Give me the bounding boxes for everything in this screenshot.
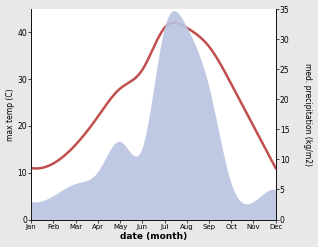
Y-axis label: max temp (C): max temp (C) [5, 88, 15, 141]
Y-axis label: med. precipitation (kg/m2): med. precipitation (kg/m2) [303, 63, 313, 166]
X-axis label: date (month): date (month) [120, 232, 187, 242]
